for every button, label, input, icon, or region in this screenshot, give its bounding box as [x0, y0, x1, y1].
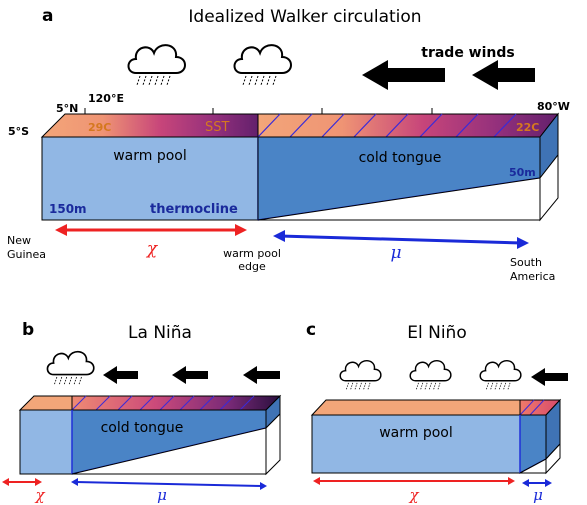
trade-wind-arrow-icon — [362, 60, 445, 90]
mu-arrow-a — [273, 230, 529, 249]
mu-symbol-b: μ — [157, 486, 167, 504]
east-side-face-lower-b — [265, 412, 281, 476]
cloud-icon — [233, 44, 292, 86]
cloud-icon — [339, 359, 382, 391]
south-america-label-2: America — [510, 270, 555, 283]
lon-east-label: 80°W — [537, 100, 570, 113]
south-america-label-1: South — [510, 256, 542, 269]
panel-letter-b: b — [22, 320, 34, 340]
trade-wind-arrow-icon — [243, 366, 280, 384]
panel-c-title: El Niño — [407, 323, 466, 343]
sst-isotherms — [257, 113, 517, 138]
warm-pool-region-c — [311, 414, 521, 474]
sst-top-warm-c — [310, 399, 521, 416]
chi-symbol-c: χ — [408, 486, 419, 504]
warm-pool-label-c: warm pool — [379, 425, 453, 441]
east-side-face-lower — [539, 153, 559, 222]
east-side-face-lower-c — [545, 442, 561, 475]
trade-wind-arrow-icon — [103, 366, 138, 384]
new-guinea-label-1: New — [7, 234, 31, 247]
chi-symbol-b: χ — [34, 486, 45, 504]
cloud-icon — [479, 359, 522, 391]
trade-winds-label: trade winds — [421, 45, 515, 61]
warm-pool-region — [41, 136, 259, 221]
trade-wind-arrow-icon — [531, 368, 568, 386]
mu-arrow-b — [71, 478, 267, 490]
cold-tongue-label-b: cold tongue — [101, 420, 184, 436]
lat-south-label: 5°S — [8, 125, 29, 138]
sst-isotherms-c — [519, 399, 545, 416]
warm-pool-label: warm pool — [113, 148, 187, 164]
mu-symbol-a: μ — [390, 243, 401, 263]
thermocline-label: thermocline — [150, 202, 238, 217]
chi-symbol-a: χ — [146, 239, 159, 259]
trade-wind-arrow-icon — [472, 60, 535, 90]
warm-pool-edge-label-2: edge — [238, 260, 266, 273]
sst-west-value: 29C — [88, 121, 111, 134]
warm-pool-region-b — [19, 409, 73, 475]
sst-isotherms-b — [71, 395, 255, 411]
panel-b-title: La Niña — [128, 323, 192, 343]
cloud-icon — [46, 350, 95, 386]
sst-top-warm-b — [18, 395, 73, 411]
lat-north-label: 5°N — [56, 102, 78, 115]
mu-arrow-c — [522, 479, 552, 487]
depth-west-label: 150m — [49, 202, 87, 216]
cloud-icon — [409, 359, 452, 391]
longitude-ticks — [84, 108, 433, 114]
chi-arrow-c — [313, 477, 515, 485]
panel-a-title: Idealized Walker circulation — [188, 7, 421, 27]
chi-arrow-a — [55, 224, 247, 236]
depth-east-label: 50m — [509, 166, 536, 179]
panel-letter-a: a — [42, 6, 53, 26]
cloud-icon — [127, 44, 186, 86]
warm-pool-edge-label-1: warm pool — [223, 247, 281, 260]
trade-wind-arrow-icon — [172, 366, 208, 384]
panel-letter-c: c — [306, 320, 316, 340]
lon-west-label: 120°E — [88, 92, 124, 105]
new-guinea-label-2: Guinea — [7, 248, 46, 261]
cold-tongue-label: cold tongue — [359, 150, 442, 166]
panel-c: c El Niño warm pool χ μ — [306, 320, 568, 504]
panel-a: a Idealized Walker circulation trade win… — [7, 6, 570, 283]
sst-label: SST — [205, 120, 230, 135]
mu-symbol-c: μ — [533, 486, 543, 504]
sst-east-value: 22C — [516, 121, 539, 134]
chi-arrow-b — [2, 478, 42, 486]
panel-b: b La Niña cold tongue — [2, 320, 282, 504]
